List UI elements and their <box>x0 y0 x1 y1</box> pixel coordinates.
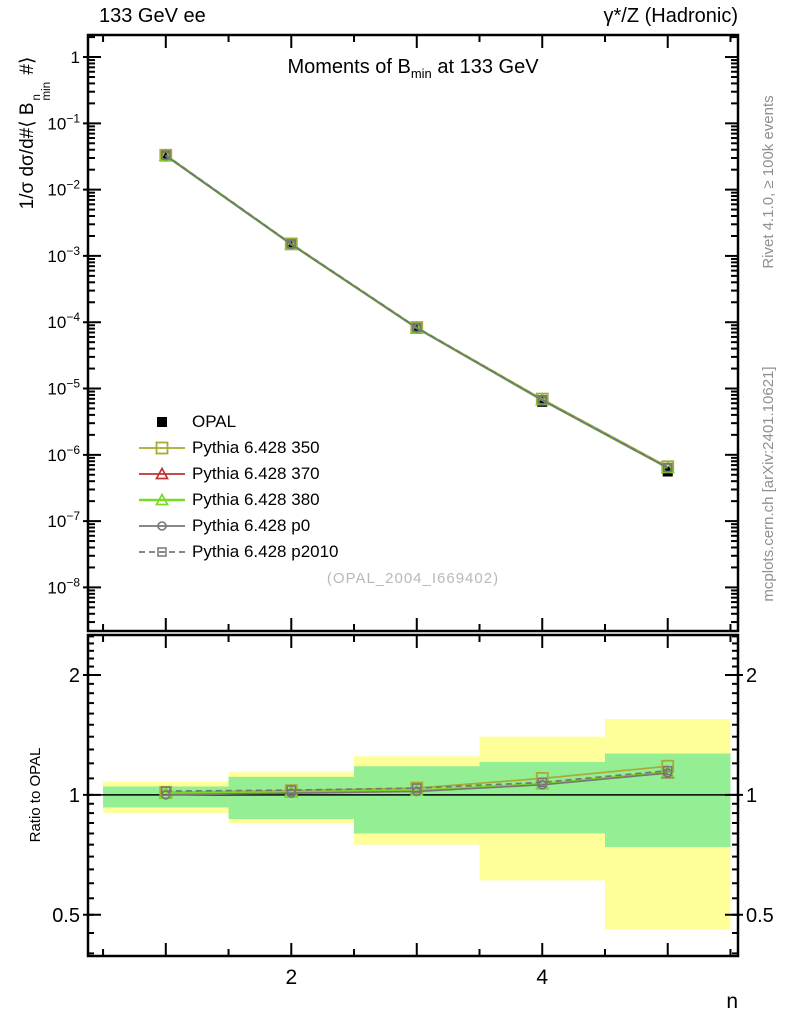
legend-item-pythia-6-428-p0: Pythia 6.428 p0 <box>137 513 339 539</box>
x-tick-label: 2 <box>285 966 297 989</box>
ylabel-pre: 1/σ dσ/d#⟨ B <box>17 102 38 210</box>
main-panel-border <box>86 33 740 633</box>
main-y-tick-label: 10−8 <box>47 575 80 597</box>
legend-marker-pythia-6-428-370 <box>139 466 185 480</box>
ratio-y-tick-label-left: 0.5 <box>52 905 80 927</box>
main-y-tick-label: 10−1 <box>47 111 80 133</box>
legend: OPAL Pythia 6.428 350 Pythia 6.428 370 Pyth… <box>137 409 339 565</box>
ratio-y-axis-label: Ratio to OPAL <box>27 747 44 843</box>
legend-item-pythia-6-428-p2010: Pythia 6.428 p2010 <box>137 539 339 565</box>
ratio-y-tick-labels: 2 2 1 1 0.5 0.5 <box>52 665 774 927</box>
legend-label: Pythia 6.428 370 <box>192 464 320 483</box>
legend-item-opal: OPAL <box>137 409 339 435</box>
legend-item-pythia-6-428-350: Pythia 6.428 350 <box>137 435 339 461</box>
series-pythia-6-428-p2010-ratio-line <box>165 769 668 792</box>
ratio-y-tick-label-right: 1 <box>746 785 757 807</box>
ratio-y-tick-label-right: 0.5 <box>746 905 774 927</box>
legend-marker-pythia-6-428-p0 <box>139 521 185 531</box>
data-marker-open-triangle <box>155 466 169 480</box>
data-marker-open-square <box>155 441 169 455</box>
ylabel-post: #⟩ <box>17 56 38 80</box>
main-y-tick-label: 1 <box>71 48 80 67</box>
series-pythia-6-428-p2010-main-markers <box>161 150 673 473</box>
legend-marker-pythia-6-428-380 <box>139 492 185 506</box>
x-tick-label: 4 <box>536 966 548 989</box>
green-band-segment <box>354 766 480 834</box>
main-y-tick-label: 10−4 <box>47 310 80 332</box>
mcplots-arxiv-caption: mcplots.cern.ch [arXiv:2401.10621] <box>760 366 777 602</box>
main-y-tick-label: 10−6 <box>47 443 80 465</box>
title-pre: Moments of B <box>287 56 411 78</box>
title-subscript: min <box>410 66 432 81</box>
legend-label: Pythia 6.428 p0 <box>192 516 311 535</box>
data-marker-open-square-small <box>286 239 297 249</box>
legend-label: Pythia 6.428 380 <box>192 490 320 509</box>
legend-label: Pythia 6.428 350 <box>192 438 320 457</box>
data-marker-open-square-small <box>662 462 673 473</box>
data-marker-open-square <box>661 759 675 773</box>
data-marker-open-square-small <box>161 150 171 160</box>
ratio-panel-border <box>86 633 740 958</box>
main-y-tick-labels: 1 10−1 10−2 10−3 10−4 10−5 10−6 10−7 10−8 <box>47 48 80 597</box>
legend-marker-pythia-6-428-350 <box>139 441 185 455</box>
data-marker-open-square-small <box>286 785 297 795</box>
legend-marker-opal <box>157 417 167 427</box>
data-marker-open-triangle <box>155 492 169 506</box>
data-marker-open-square-small <box>662 765 673 776</box>
data-marker-open-square-small <box>157 547 167 557</box>
data-marker-open-square-small <box>161 786 171 796</box>
series-pythia-6-428-p2010-ratio-markers <box>161 765 673 796</box>
legend-label: Pythia 6.428 p2010 <box>192 542 339 561</box>
data-marker-open-square-small <box>537 394 547 405</box>
data-marker-filled-square <box>157 417 167 427</box>
data-marker-filled-square <box>537 396 548 407</box>
process-label: γ*/Z (Hadronic) <box>603 5 738 27</box>
title-post: at 133 GeV <box>431 56 539 78</box>
analysis-id-watermark: (OPAL_2004_I669402) <box>326 570 500 587</box>
x-axis-label: n <box>726 990 738 1013</box>
ylabel-b-stack: n min <box>31 81 53 101</box>
data-marker-open-triangle <box>158 786 173 799</box>
data-marker-open-circle <box>157 521 167 531</box>
ratio-y-tick-label-left: 1 <box>69 785 80 807</box>
data-marker-open-square-small <box>537 777 547 788</box>
main-y-tick-label: 10−3 <box>47 244 80 266</box>
legend-label: OPAL <box>192 412 237 431</box>
legend-item-pythia-6-428-370: Pythia 6.428 370 <box>137 461 339 487</box>
data-marker-open-square-small <box>412 322 422 333</box>
main-y-tick-label: 10−7 <box>47 509 80 531</box>
legend-item-pythia-6-428-380: Pythia 6.428 380 <box>137 487 339 513</box>
main-y-tick-label: 10−5 <box>47 377 80 399</box>
ratio-y-tick-label-left: 2 <box>69 665 80 687</box>
rivet-version-caption: Rivet 4.1.0, ≥ 100k events <box>760 95 777 269</box>
series-pythia-6-428-p2010-main-line <box>165 154 669 469</box>
ylabel-subscript: min <box>41 81 53 101</box>
ratio-y-tick-label-right: 2 <box>746 665 757 687</box>
plot-title: Moments of Bmin at 133 GeV <box>88 56 738 81</box>
data-marker-open-square-small <box>412 783 422 793</box>
ratio-uncertainty-bands <box>103 719 731 930</box>
beam-energy-label: 133 GeV ee <box>99 5 206 27</box>
main-y-tick-label: 10−2 <box>47 178 80 200</box>
legend-marker-pythia-6-428-p2010 <box>139 547 185 557</box>
